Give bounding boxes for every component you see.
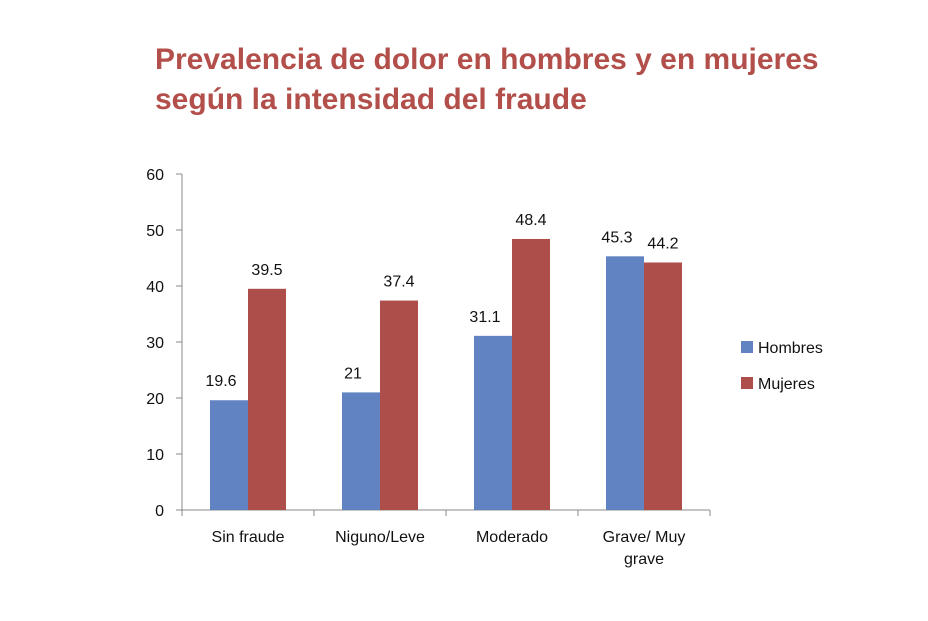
legend-swatch <box>741 341 753 353</box>
bar-mujeres <box>380 300 418 510</box>
legend-swatch <box>741 377 753 389</box>
bar-mujeres <box>644 262 682 510</box>
data-label: 39.5 <box>251 262 282 279</box>
data-label: 44.2 <box>647 235 678 252</box>
data-label: 21 <box>344 365 362 382</box>
y-tick-label: 20 <box>146 391 164 408</box>
bar-mujeres <box>248 288 286 510</box>
y-tick-label: 30 <box>146 335 164 352</box>
data-label: 48.4 <box>515 212 546 229</box>
bar-hombres <box>606 256 644 510</box>
data-label: 45.3 <box>601 229 632 246</box>
bar-hombres <box>210 400 248 510</box>
y-tick-label: 50 <box>146 223 164 240</box>
legend-label: Mujeres <box>758 376 815 393</box>
x-tick-label: Sin fraude <box>212 529 285 546</box>
data-label: 31.1 <box>469 309 500 326</box>
legend-label: Hombres <box>758 340 823 357</box>
y-tick-label: 60 <box>146 167 164 184</box>
x-tick-label: Niguno/Leve <box>335 529 425 546</box>
y-tick-label: 10 <box>146 447 164 464</box>
bar-hombres <box>474 335 512 510</box>
y-tick-label: 0 <box>155 503 164 520</box>
data-label: 19.6 <box>205 373 236 390</box>
y-tick-label: 40 <box>146 279 164 296</box>
bar-hombres <box>342 392 380 510</box>
bar-mujeres <box>512 238 550 510</box>
x-tick-label: grave <box>624 551 664 568</box>
x-tick-label: Grave/ Muy <box>603 529 686 546</box>
data-label: 37.4 <box>383 274 414 291</box>
x-tick-label: Moderado <box>476 529 548 546</box>
chart-title: Prevalencia de dolor en hombres y en muj… <box>155 43 819 116</box>
